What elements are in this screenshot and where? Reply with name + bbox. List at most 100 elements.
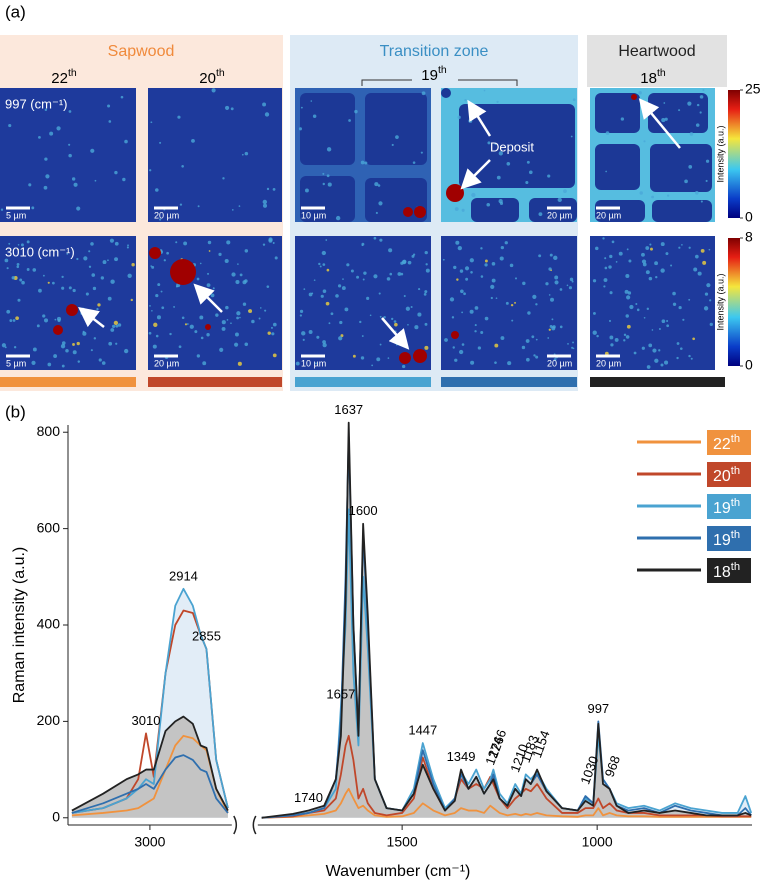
speckle — [484, 316, 489, 321]
lumen — [459, 104, 575, 188]
speckle — [533, 354, 536, 357]
speckle — [643, 316, 646, 319]
map-tile — [0, 88, 136, 222]
speckle — [301, 331, 306, 336]
speckle — [338, 336, 343, 341]
speckle — [94, 179, 97, 182]
speckle — [155, 293, 159, 298]
speckle — [20, 243, 24, 247]
speckle — [651, 329, 654, 331]
speckle — [200, 336, 204, 340]
speckle — [692, 337, 696, 341]
color-strip — [441, 377, 577, 387]
speckle — [248, 309, 253, 314]
speckle — [225, 305, 229, 310]
lumen — [441, 88, 451, 98]
speckle — [474, 306, 479, 310]
speckle — [166, 251, 169, 255]
speckle — [231, 272, 236, 277]
speckle — [110, 328, 115, 332]
speckle — [407, 260, 412, 265]
speckle — [344, 307, 349, 312]
speckle — [108, 341, 113, 346]
speckle — [160, 290, 163, 293]
speckle — [68, 143, 71, 146]
speckle — [360, 356, 365, 360]
legend-box — [707, 494, 751, 519]
speckle — [237, 263, 239, 265]
color-strip — [0, 377, 136, 387]
speckle — [244, 249, 249, 253]
speckle — [272, 188, 276, 191]
speckle — [267, 331, 271, 335]
speckle — [592, 330, 597, 335]
speckle — [455, 240, 460, 245]
row-label: 997 (cm⁻¹) — [5, 96, 67, 111]
speckle — [629, 304, 634, 310]
speckle — [183, 241, 188, 246]
speckle — [480, 275, 484, 278]
speckle — [412, 161, 416, 164]
speckle — [522, 281, 526, 286]
speckle — [697, 271, 702, 276]
speckle — [77, 360, 81, 363]
speckle — [262, 203, 268, 208]
x-tick-label: 1500 — [387, 834, 418, 850]
speckle — [207, 272, 210, 275]
speckle — [342, 278, 344, 280]
speckle — [159, 218, 162, 221]
speckle — [31, 206, 35, 210]
speckle — [689, 132, 694, 136]
speckle — [251, 319, 255, 324]
peak-label: 1600 — [349, 503, 378, 518]
speckle — [92, 286, 97, 291]
legend-box — [707, 526, 751, 551]
speckle — [471, 192, 476, 198]
speckle — [604, 257, 607, 260]
speckle — [603, 285, 606, 288]
speckle — [163, 259, 166, 262]
speckle — [626, 248, 629, 251]
speckle — [639, 191, 643, 195]
speckle — [643, 140, 646, 143]
speckle — [237, 361, 242, 366]
speckle — [526, 357, 530, 362]
speckle — [47, 281, 50, 284]
scale-label: 5 µm — [6, 358, 26, 368]
speckle — [504, 241, 508, 245]
superscript: th — [438, 64, 447, 76]
colorbar — [728, 90, 740, 218]
panel-label: (a) — [5, 2, 26, 21]
speckle — [480, 247, 483, 250]
peak-label: 968 — [602, 754, 624, 780]
speckle — [211, 88, 216, 93]
speckle — [310, 100, 313, 102]
speckle — [72, 350, 77, 355]
speckle — [236, 311, 241, 316]
speckle — [379, 343, 382, 346]
colorbar — [728, 238, 740, 366]
speckle — [15, 316, 19, 321]
speckle — [700, 200, 703, 203]
area — [261, 509, 752, 818]
speckle — [615, 261, 618, 263]
spectrum-line — [261, 421, 752, 819]
color-strip — [295, 377, 431, 387]
speckle — [1, 343, 6, 348]
map-tile — [590, 236, 715, 370]
speckle — [495, 297, 498, 300]
speckle — [8, 242, 11, 245]
speckle — [525, 180, 529, 185]
speckle — [151, 309, 153, 312]
speckle — [199, 315, 204, 320]
peak-label: 1740 — [294, 790, 323, 805]
speckle — [491, 278, 496, 283]
speckle — [660, 363, 664, 367]
colorbar-label: Intensity (a.u.) — [715, 125, 725, 182]
speckle — [244, 151, 249, 156]
speckle — [156, 315, 161, 320]
speckle — [648, 276, 653, 281]
speckle — [234, 332, 239, 337]
speckle — [608, 319, 612, 322]
